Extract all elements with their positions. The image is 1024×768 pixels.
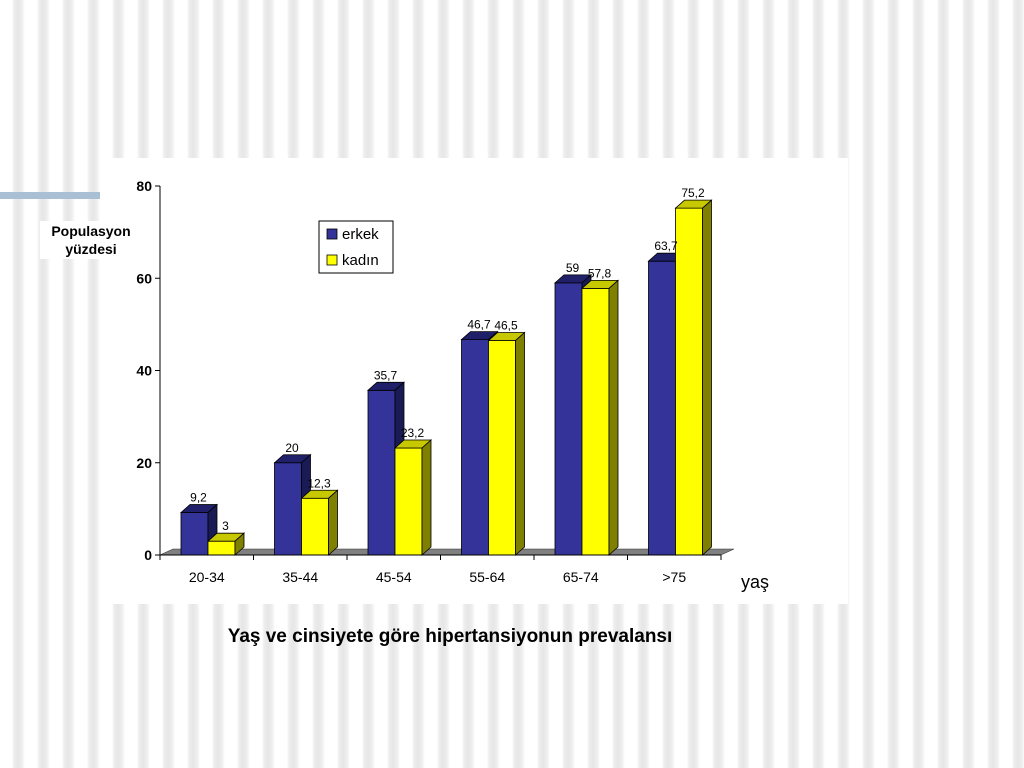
y-tick-label: 20	[136, 455, 152, 471]
chart-caption: Yaş ve cinsiyete göre hipertansiyonun pr…	[227, 626, 673, 647]
bar-side	[702, 199, 712, 556]
bar-kadın-35-44	[300, 489, 339, 556]
bar-front	[648, 260, 676, 556]
data-label: 35,7	[374, 368, 398, 382]
legend-label-erkek: erkek	[342, 226, 379, 243]
x-tick-label: 45-54	[376, 569, 412, 585]
data-label: 3	[222, 519, 229, 533]
bar-kadın-65-74	[580, 279, 620, 556]
bar-front	[394, 447, 423, 556]
bar-front	[461, 339, 489, 556]
data-label: 59	[566, 261, 580, 275]
data-label: 23,2	[401, 426, 425, 440]
data-label: 57,8	[588, 266, 612, 280]
x-tick-label: 35-44	[282, 569, 318, 585]
x-tick-label: 55-64	[469, 569, 505, 585]
data-label: 9,2	[190, 491, 207, 505]
x-tick-label: 20-34	[189, 569, 225, 585]
bar-side	[328, 489, 338, 556]
bar-front	[488, 340, 516, 556]
x-tick-label: >75	[662, 569, 686, 585]
y-tick-label: 0	[144, 547, 152, 563]
bar-side	[421, 439, 432, 556]
bar-side	[515, 331, 525, 556]
x-axis-label: yaş	[741, 572, 770, 592]
bar-erkek-45-54	[366, 381, 406, 556]
legend-swatch-erkek	[326, 228, 338, 240]
bar-kadın-45-54	[393, 439, 433, 556]
bar-kadın-20-34	[206, 532, 246, 556]
data-label: 46,7	[467, 318, 491, 332]
x-tick-label: 65-74	[563, 569, 599, 585]
data-label: 20	[285, 441, 299, 455]
legend-label-kadın: kadın	[342, 252, 379, 269]
bar-front	[581, 287, 610, 556]
bar-front	[180, 512, 209, 556]
bar-front	[301, 497, 329, 556]
accent-bar	[0, 192, 100, 199]
data-label: 75,2	[681, 186, 705, 200]
y-tick-label: 80	[136, 178, 152, 194]
bar-front	[675, 207, 703, 556]
bar-front	[274, 462, 302, 556]
bar-side	[608, 279, 619, 556]
bar-kadın-55-64	[487, 331, 526, 556]
y-tick-label: 40	[136, 363, 152, 379]
bar-front	[367, 389, 396, 556]
data-label: 12,3	[307, 476, 331, 490]
chart-floor	[159, 548, 735, 556]
bar-front	[207, 540, 236, 556]
bar-side	[234, 532, 245, 556]
legend-swatch-kadın	[326, 254, 338, 266]
y-tick-label: 60	[136, 270, 152, 286]
data-label: 63,7	[654, 239, 678, 253]
bar-front	[554, 282, 583, 556]
legend: erkek kadın	[318, 220, 394, 274]
data-label: 46,5	[494, 319, 518, 333]
bar-kadın->75	[674, 199, 713, 556]
y-axis-label: Populasyon yüzdesi	[40, 221, 142, 259]
